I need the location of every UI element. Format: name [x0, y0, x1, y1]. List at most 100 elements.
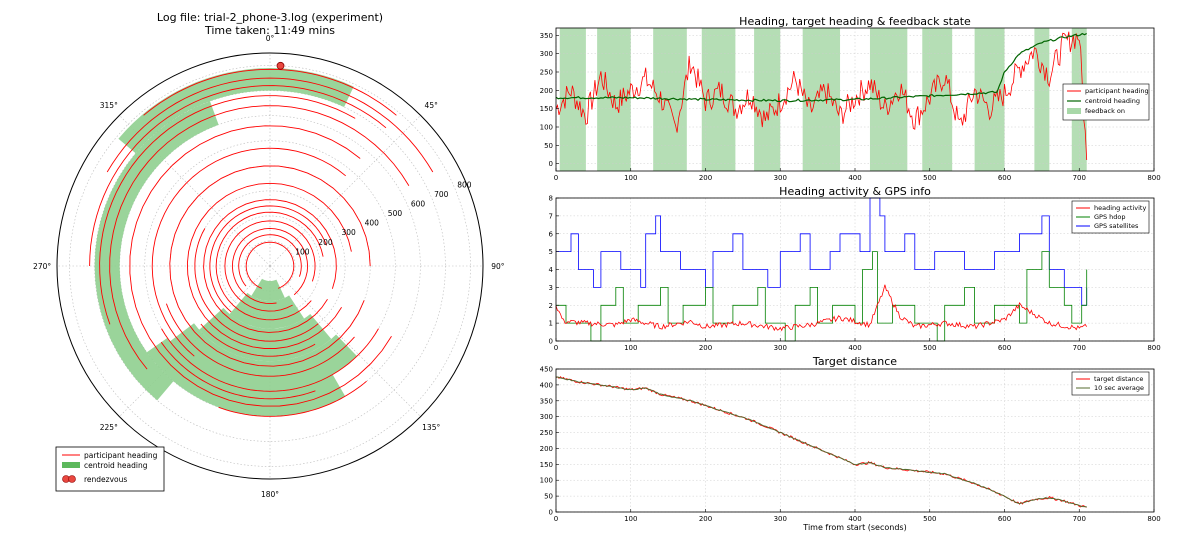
legend-participant-heading-label: participant heading [84, 451, 158, 460]
participant-arc [129, 125, 392, 407]
distance-chart: Target distance 0 100 200 300 400 500 600 700 80… [540, 355, 1161, 532]
heading-chart-grid [555, 28, 1155, 171]
participant-arc [89, 85, 387, 267]
polar-radius-label: 400 [365, 219, 380, 228]
centroid-heading-line [555, 32, 1087, 103]
y-tick-label: 0 [549, 509, 553, 517]
x-tick-label: 100 [624, 174, 637, 182]
rendezvous-marker [276, 61, 285, 70]
y-tick-label: 100 [540, 124, 553, 132]
legend-satellites-label: GPS satellites [1094, 222, 1139, 230]
gps-hdop-line [556, 251, 1088, 342]
polar-radius-label: 500 [388, 209, 403, 218]
distance-chart-legend: target distance 10 sec average [1071, 371, 1150, 396]
target-distance-line [555, 376, 1087, 508]
y-tick-label: 0 [549, 338, 553, 346]
participant-heading-arcs [89, 68, 434, 417]
legend-heading-participant-label: participant heading [1085, 87, 1149, 95]
ten-sec-average-line [555, 376, 1087, 508]
x-tick-label: 300 [774, 344, 787, 352]
polar-radius-label: 300 [342, 228, 357, 237]
participant-arc [194, 228, 319, 342]
participant-arc [99, 95, 356, 325]
participant-arc [151, 147, 346, 357]
y-tick-label: 250 [540, 429, 553, 437]
x-tick-label: 800 [1147, 174, 1160, 182]
x-tick-label: 500 [923, 344, 936, 352]
x-tick-label: 500 [923, 515, 936, 523]
participant-arc [161, 328, 379, 392]
x-tick-label: 500 [923, 174, 936, 182]
x-tick-label: 700 [1073, 174, 1086, 182]
gps-chart-title: Heading activity & GPS info [779, 185, 931, 198]
distance-chart-title: Target distance [812, 355, 897, 368]
y-tick-label: 350 [540, 397, 553, 405]
participant-arc [224, 220, 316, 312]
polar-radius-label: 200 [318, 238, 333, 247]
y-tick-label: 8 [549, 195, 553, 203]
participant-arc [245, 241, 295, 289]
polar-angle-label: 315° [100, 101, 118, 110]
x-tick-label: 200 [699, 344, 712, 352]
gps-chart-legend: heading activity GPS hdop GPS satellites [1071, 200, 1150, 234]
distance-chart-xlabel: Time from start (seconds) [802, 523, 906, 532]
x-tick-label: 800 [1147, 344, 1160, 352]
heading-chart-legend: participant heading centroid heading fee… [1062, 83, 1150, 121]
x-tick-label: 700 [1073, 344, 1086, 352]
polar-angle-label: 180° [261, 490, 279, 499]
x-tick-label: 400 [848, 344, 861, 352]
participant-arc [165, 303, 355, 377]
polar-angle-label: 270° [33, 262, 51, 271]
x-tick-label: 200 [699, 174, 712, 182]
y-tick-label: 4 [549, 266, 554, 274]
polar-ring-600 [119, 115, 421, 417]
participant-arc [215, 211, 324, 321]
polar-outer-ring [56, 52, 484, 480]
centroid-band [169, 323, 357, 392]
polar-spoke-315 [119, 115, 271, 267]
legend-average-label: 10 sec average [1094, 384, 1144, 392]
y-tick-label: 50 [544, 142, 553, 150]
participant-arc [218, 380, 367, 417]
centroid-band [118, 68, 354, 154]
y-tick-label: 5 [549, 248, 553, 256]
gps-satellites-line [556, 197, 1088, 306]
feedback-on-band [559, 28, 586, 171]
x-tick-label: 0 [554, 515, 558, 523]
y-tick-label: 6 [549, 230, 554, 238]
participant-heading-line [555, 31, 1088, 161]
y-tick-label: 3 [549, 284, 553, 292]
x-tick-label: 300 [774, 174, 787, 182]
participant-arc [186, 182, 352, 349]
legend-feedback-label: feedback on [1085, 107, 1125, 115]
heading-chart-title: Heading, target heading & feedback state [739, 15, 971, 28]
polar-title-line-2: Time taken: 11:49 mins [204, 24, 335, 37]
y-tick-label: 1 [549, 320, 553, 328]
x-tick-label: 200 [699, 515, 712, 523]
polar-angle-label: 90° [491, 262, 505, 271]
y-tick-label: 150 [540, 105, 553, 113]
y-tick-label: 450 [540, 366, 553, 374]
legend-heading-centroid-label: centroid heading [1085, 97, 1140, 105]
y-tick-label: 0 [549, 160, 553, 168]
participant-arc [238, 234, 302, 287]
y-tick-label: 100 [540, 477, 553, 485]
participant-arc [203, 199, 337, 333]
participant-arc [109, 105, 410, 370]
y-tick-label: 150 [540, 461, 553, 469]
x-tick-label: 700 [1073, 515, 1086, 523]
y-tick-label: 200 [540, 87, 553, 95]
polar-angle-label: 45° [425, 101, 439, 110]
legend-activity-label: heading activity [1094, 204, 1146, 212]
x-tick-label: 100 [624, 344, 637, 352]
polar-radius-label: 800 [457, 180, 472, 189]
legend-hdop-label: GPS hdop [1094, 213, 1126, 221]
x-tick-label: 0 [554, 174, 558, 182]
polar-radius-label: 700 [434, 190, 449, 199]
feedback-on-band [974, 28, 1005, 171]
y-tick-label: 7 [549, 212, 553, 220]
feedback-on-band [869, 28, 908, 171]
gps-chart-ticks: 0 100 200 300 400 500 600 700 800 0 1 2 3 4 5 6 7 8 [549, 195, 1161, 353]
feedback-on-band [754, 28, 781, 171]
polar-chart: Log file: trial-2_phone-3.log (experimen… [33, 11, 505, 499]
